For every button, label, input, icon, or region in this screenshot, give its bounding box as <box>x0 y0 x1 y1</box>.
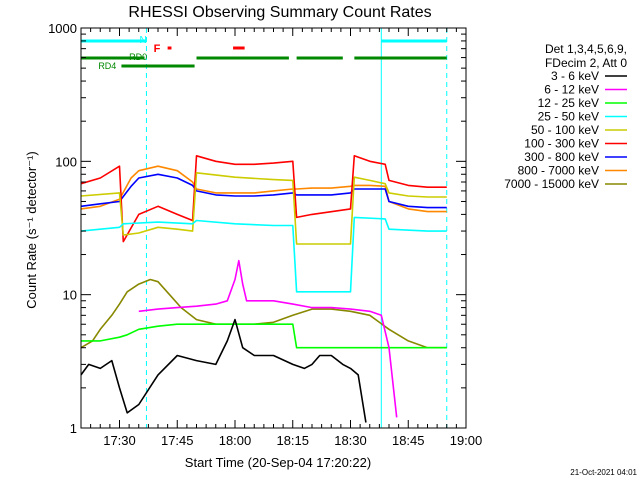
series-line-3-6-kev <box>80 318 367 423</box>
rd4-flag-label: RD4 <box>98 61 116 71</box>
series-line-50-100-kev <box>80 172 447 245</box>
chart-title: RHESSI Observing Summary Count Rates <box>128 4 431 21</box>
legend-entry-label: 800 - 7000 keV <box>518 164 599 178</box>
series-line-25-50-kev <box>80 216 447 293</box>
y-tick-label: 1 <box>70 421 77 436</box>
x-tick-label: 18:15 <box>276 433 309 448</box>
x-tick-label: 18:45 <box>392 433 425 448</box>
legend-header-line-1: Det 1,3,4,5,6,9, <box>545 42 627 56</box>
night-flag-label: N <box>139 35 146 46</box>
series-line-100-300-kev <box>80 155 447 243</box>
plot-area: NF RD0 RD4 <box>80 28 448 428</box>
legend-entry-label: 25 - 50 keV <box>538 110 599 124</box>
legend-entry-label: 6 - 12 keV <box>544 83 599 97</box>
legend-entry-label: 100 - 300 keV <box>524 137 599 151</box>
x-axis: 17:30 17:45 18:00 18:15 18:30 18:45 19:00 <box>80 28 483 448</box>
series-line-300-800-kev <box>80 173 447 209</box>
x-tick-label: 18:30 <box>334 433 367 448</box>
legend-entry-label: 7000 - 15000 keV <box>504 177 599 191</box>
rd0-flag-label: RD0 <box>129 52 147 62</box>
y-axis-label: Count Rate (s⁻¹ detector⁻¹) <box>24 151 39 309</box>
x-tick-label: 17:30 <box>103 433 136 448</box>
legend-header-line-2: FDecim 2, Att 0 <box>545 56 627 70</box>
x-axis-label: Start Time (20-Sep-04 17:20:22) <box>185 455 371 470</box>
legend: Det 1,3,4,5,6,9, FDecim 2, Att 0 3 - 6 k… <box>504 42 627 191</box>
y-tick-label: 10 <box>63 288 77 303</box>
y-tick-label: 1000 <box>48 21 77 36</box>
x-tick-label: 17:45 <box>161 433 194 448</box>
legend-entry-label: 3 - 6 keV <box>551 69 599 83</box>
legend-entry-label: 12 - 25 keV <box>538 96 599 110</box>
footer-timestamp: 21-Oct-2021 04:01 <box>570 468 637 477</box>
series-line-800-7000-kev <box>80 165 447 213</box>
x-tick-label: 19:00 <box>450 433 483 448</box>
series-line-12-25-kev <box>81 323 447 349</box>
legend-entry-label: 300 - 800 keV <box>524 150 599 164</box>
series-line-6-12-kev <box>138 259 398 418</box>
y-axis: 1 10 100 1000 <box>48 21 466 436</box>
y-tick-label: 100 <box>55 154 77 169</box>
legend-entry-label: 50 - 100 keV <box>531 123 599 137</box>
x-tick-label: 18:00 <box>219 433 252 448</box>
flare-flag-label: F <box>154 43 161 55</box>
